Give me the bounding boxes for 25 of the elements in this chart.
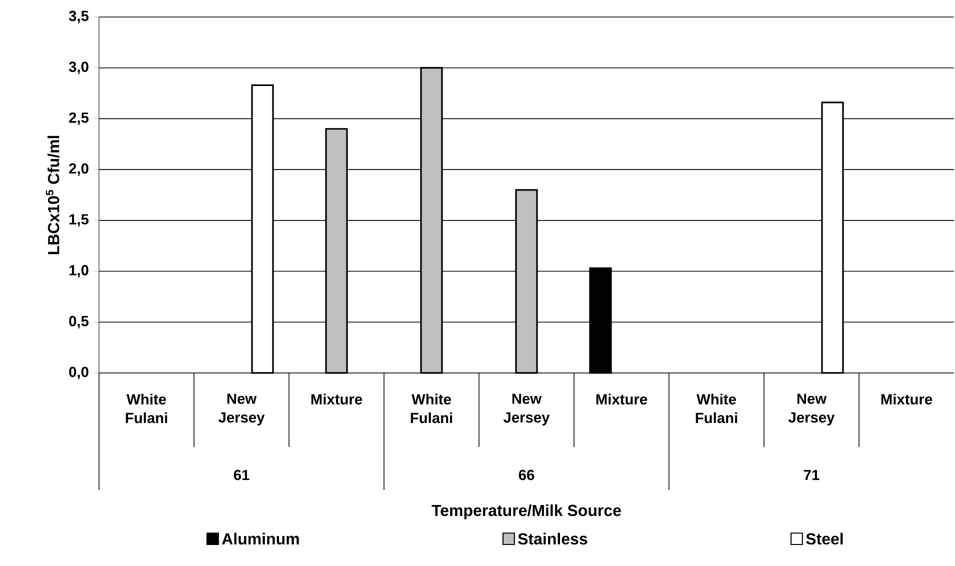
y-tick-label: 2,5 — [69, 112, 89, 125]
y-tick-label: 3,5 — [68, 10, 89, 24]
x-tick-label: White Fulani — [410, 394, 452, 424]
y-axis-title: LBCx10$^{5}$ Cfu/ml — [46, 136, 60, 254]
x-tick-label: Mixture — [596, 394, 648, 404]
text: 66 — [518, 470, 534, 480]
y-tick-label: 1,5 — [69, 214, 89, 227]
x-tick-label: Mixture — [311, 394, 362, 404]
legend-label: Steel — [806, 532, 843, 545]
text: 71 — [804, 470, 820, 480]
text: 61 — [234, 470, 250, 480]
x-tick-label: White Fulani — [126, 394, 168, 424]
y-tick-label: 0,0 — [69, 366, 88, 380]
x-tick-label: New Jersey — [218, 394, 265, 426]
y-tick-label: 1,0 — [69, 265, 88, 278]
x-tick-label: New Jersey — [503, 394, 550, 426]
x-tick-label: White Fulani — [696, 394, 738, 424]
x-tick-label: Mixture — [881, 394, 932, 404]
y-tick-label: 0,5 — [69, 316, 89, 328]
legend-label: Stainless — [518, 532, 588, 545]
y-tick-label: 3,0 — [68, 62, 88, 74]
legend-label: Aluminum — [222, 532, 299, 545]
x-tick-label: New Jersey — [788, 394, 835, 426]
y-tick-label: 2,0 — [69, 163, 88, 176]
x-axis-title: Temperature/Milk Source — [432, 504, 621, 520]
